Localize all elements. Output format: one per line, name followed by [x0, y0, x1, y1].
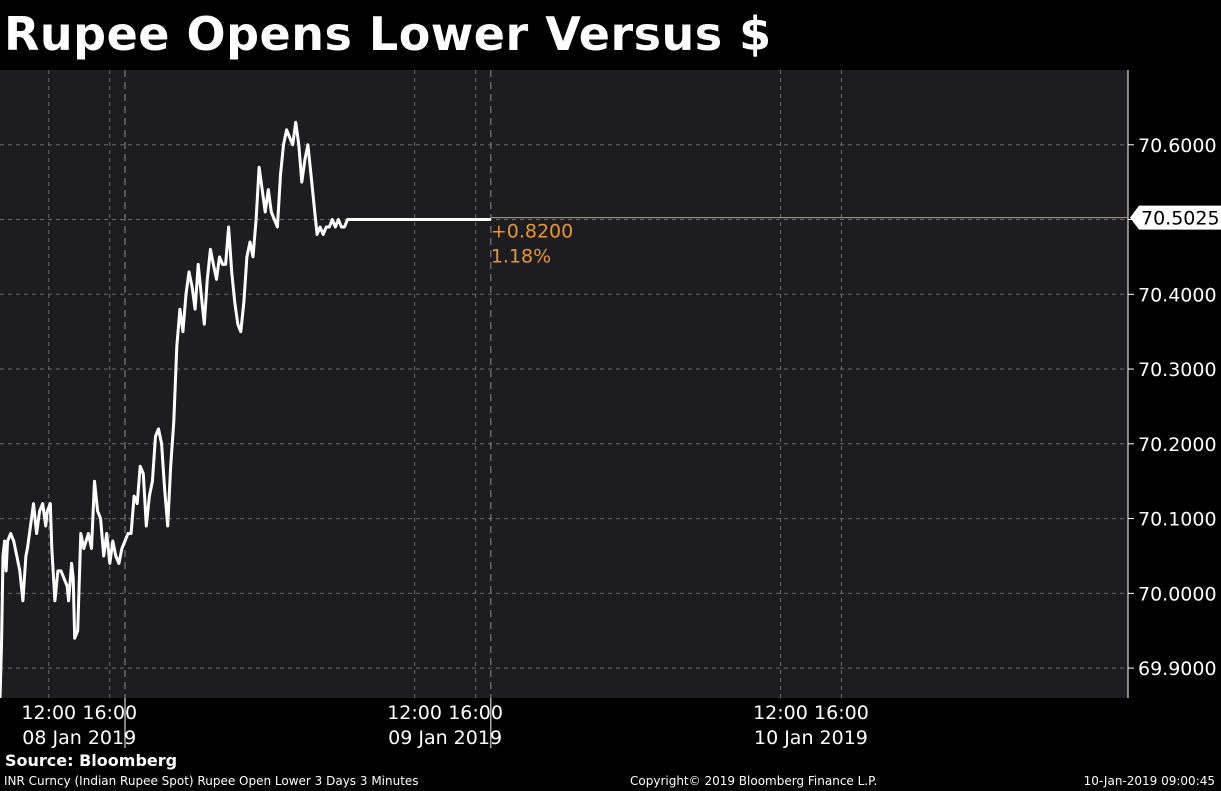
x-tick-label: 12:00: [21, 702, 76, 724]
y-tick-label: 70.4000: [1138, 284, 1217, 306]
plot-background: [0, 70, 1128, 698]
source-label: Source: Bloomberg: [5, 751, 178, 770]
last-value-badge: 70.5025: [1130, 205, 1221, 230]
x-tick-label: 16:00: [814, 702, 869, 724]
day-separators: [124, 70, 492, 748]
change-value-label: +0.8200: [491, 221, 573, 243]
x-day-label: 08 Jan 2019: [22, 727, 136, 749]
y-tick-label: 69.9000: [1138, 658, 1217, 680]
x-day-label: 09 Jan 2019: [388, 727, 502, 749]
change-percent-label: 1.18%: [491, 246, 551, 268]
footer-description: INR Curncy (Indian Rupee Spot) Rupee Ope…: [4, 774, 419, 788]
x-tick-label: 12:00: [387, 702, 442, 724]
grid-lines: [0, 70, 1128, 698]
footer-timestamp: 10-Jan-2019 09:00:45: [1083, 774, 1215, 788]
x-tick-label: 12:00: [753, 702, 808, 724]
x-axis: 12:00 16:00 12:00 16:00 12:00 16:00 08 Jan 201…: [21, 702, 868, 749]
y-tick-label: 70.2000: [1138, 434, 1217, 456]
footer-copyright: Copyright© 2019 Bloomberg Finance L.P.: [630, 774, 878, 788]
y-tick-label: 70.3000: [1138, 359, 1217, 381]
y-tick-label: 70.1000: [1138, 509, 1217, 531]
series-line-inr: [0, 120, 491, 699]
price-chart: 69.9000 70.0000 70.1000 70.2000 70.3000 70.40…: [0, 70, 1221, 749]
chart-title: Rupee Opens Lower Versus $: [4, 7, 772, 61]
y-axis: 69.9000 70.0000 70.1000 70.2000 70.3000 70.40…: [1127, 70, 1217, 698]
last-value-text: 70.5025: [1141, 208, 1220, 230]
x-tick-label: 16:00: [82, 702, 137, 724]
x-tick-label: 16:00: [448, 702, 503, 724]
y-tick-label: 70.0000: [1138, 583, 1217, 605]
y-tick-label: 70.6000: [1138, 135, 1217, 157]
x-day-label: 10 Jan 2019: [754, 727, 868, 749]
